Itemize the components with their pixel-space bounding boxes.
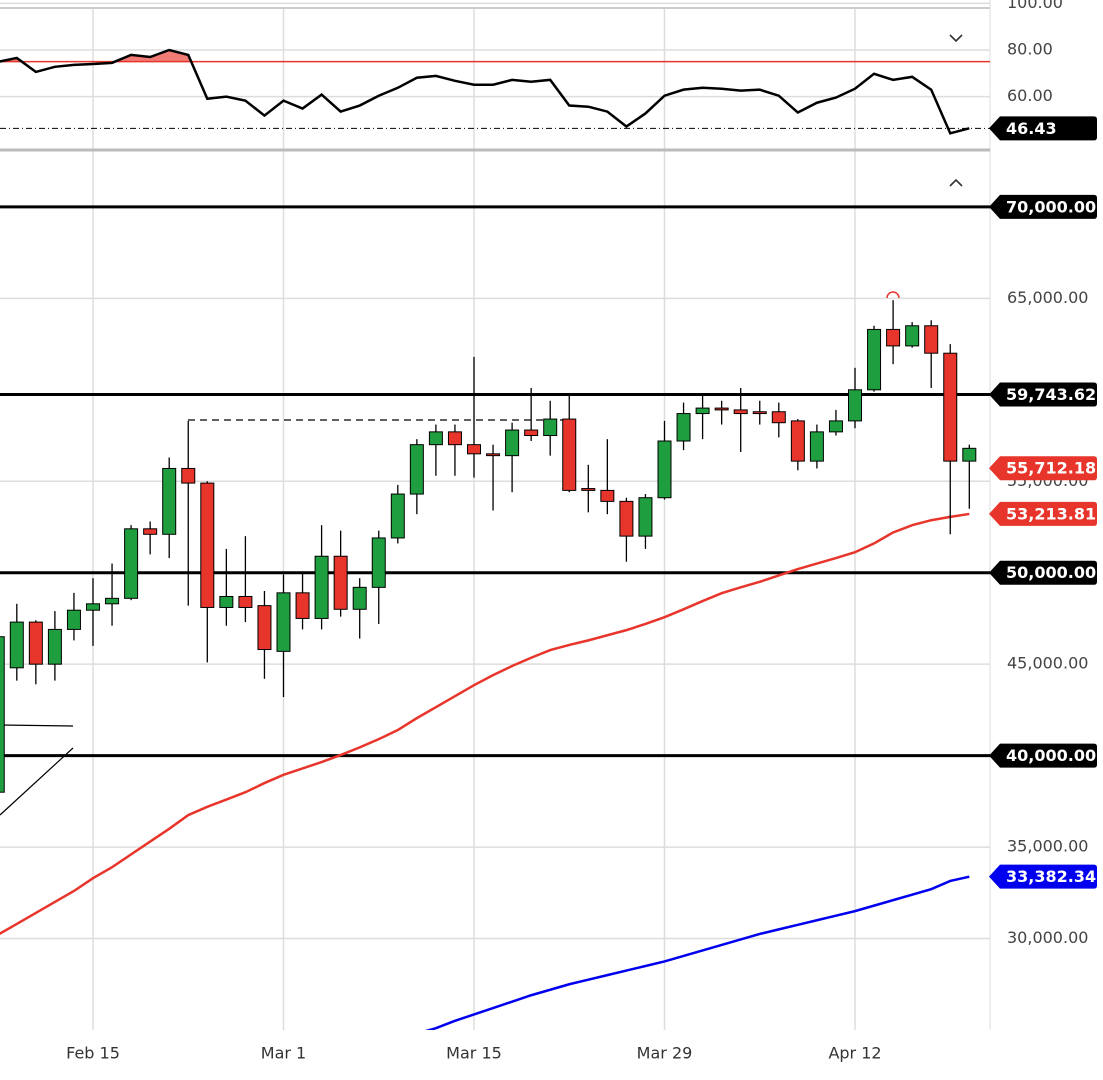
candle-body: [905, 325, 920, 347]
rsi-tick-label: 80.00: [1007, 40, 1053, 59]
price-panel: [0, 205, 990, 1030]
candle-body: [695, 407, 710, 415]
candle-body: [390, 493, 405, 539]
x-tick-label: Feb 15: [66, 1044, 120, 1063]
collapse-icon[interactable]: [949, 34, 963, 43]
candle-body: [486, 453, 501, 457]
rsi-tick-label: 100.00: [1007, 0, 1063, 12]
level-tag-label: 50,000.00: [1006, 563, 1096, 582]
rsi-line: [0, 48, 970, 135]
candle-body: [295, 592, 310, 619]
candle-body: [66, 609, 81, 630]
level-tag: [989, 194, 1097, 219]
x-tick-label: Mar 15: [446, 1044, 502, 1063]
candle-body: [276, 592, 291, 652]
candle-body: [790, 420, 805, 462]
axis-layer: Feb 15 Mar 1 Mar 15 Mar 29 Apr 12 30,000.00 35…: [66, 0, 1097, 1063]
candle-body: [9, 621, 24, 669]
candle-body: [257, 605, 272, 651]
candle-body: [200, 482, 215, 608]
candle-body: [600, 489, 615, 502]
candle-body: [638, 497, 653, 537]
candle-body: [809, 431, 824, 462]
candle-body: [657, 440, 672, 499]
level-tag-label: 59,743.62: [1006, 385, 1096, 404]
x-tick-label: Apr 12: [828, 1044, 881, 1063]
candle-body: [924, 325, 939, 354]
expand-icon[interactable]: [949, 178, 963, 187]
candle-body: [0, 636, 5, 793]
candle-body: [714, 407, 729, 411]
candle-body: [962, 447, 977, 462]
candle-body: [447, 431, 462, 446]
level-tag: [989, 743, 1097, 768]
candle-body: [238, 595, 253, 608]
ma-tag-label: 53,213.81: [1006, 504, 1096, 523]
candle-body: [314, 555, 329, 619]
candle-body: [524, 429, 539, 437]
candle-body: [47, 628, 62, 665]
candle-body: [752, 411, 767, 415]
candle-body: [828, 420, 843, 433]
level-tag-label: 40,000.00: [1006, 746, 1096, 765]
candle-body: [676, 413, 691, 442]
rsi-panel: [0, 48, 990, 135]
last-price-tag-label: 55,712.18: [1006, 459, 1096, 478]
rsi-tag-label: 46.43: [1006, 119, 1057, 138]
ma-tag-label: 33,382.34: [1006, 867, 1096, 886]
moving-average: [425, 875, 970, 1030]
overbought-area: [0, 50, 192, 62]
candle-body: [505, 429, 520, 457]
level-tag: [989, 382, 1097, 407]
trend-line: [0, 747, 74, 816]
ma-tag: [989, 864, 1097, 889]
candle-body: [371, 537, 386, 588]
candle-body: [86, 603, 100, 611]
candle-body: [333, 555, 348, 610]
candle-body: [219, 595, 234, 608]
moving-average: [0, 512, 970, 936]
candle-body: [409, 444, 424, 495]
rsi-tick-label: 60.00: [1007, 86, 1053, 105]
candle-body: [28, 621, 43, 665]
candle-body: [733, 409, 748, 415]
candle-body: [428, 431, 443, 446]
candle-body: [943, 352, 958, 462]
candle-body: [848, 389, 862, 422]
y-tick-label: 45,000.00: [1007, 654, 1088, 673]
marker-arc: [886, 291, 900, 299]
candle-body: [867, 328, 882, 391]
last-price-tag: [989, 456, 1097, 481]
x-tick-label: Mar 29: [637, 1044, 693, 1063]
candle-body: [352, 586, 367, 610]
level-tag-label: 70,000.00: [1006, 197, 1096, 216]
candle-body: [771, 411, 786, 424]
candle-body: [543, 418, 558, 437]
trend-line: [0, 724, 74, 727]
level-tag: [989, 560, 1097, 585]
candle-body: [581, 488, 596, 491]
candle-body: [619, 500, 634, 537]
candle-body: [181, 467, 196, 484]
candle-body: [143, 528, 158, 535]
grid-layer: [0, 2, 990, 1030]
rsi-tag: [989, 116, 1097, 141]
candle-body: [562, 418, 577, 491]
y-tick-label: 65,000.00: [1007, 288, 1088, 307]
candle-body: [162, 467, 177, 535]
candle-body: [124, 528, 139, 599]
x-tick-label: Mar 1: [261, 1044, 306, 1063]
y-tick-label: 35,000.00: [1007, 837, 1088, 856]
candle-body: [467, 444, 481, 455]
candle-body: [886, 328, 901, 347]
y-tick-label: 30,000.00: [1007, 928, 1088, 947]
ma-tag: [989, 501, 1097, 526]
candle-body: [105, 597, 120, 605]
